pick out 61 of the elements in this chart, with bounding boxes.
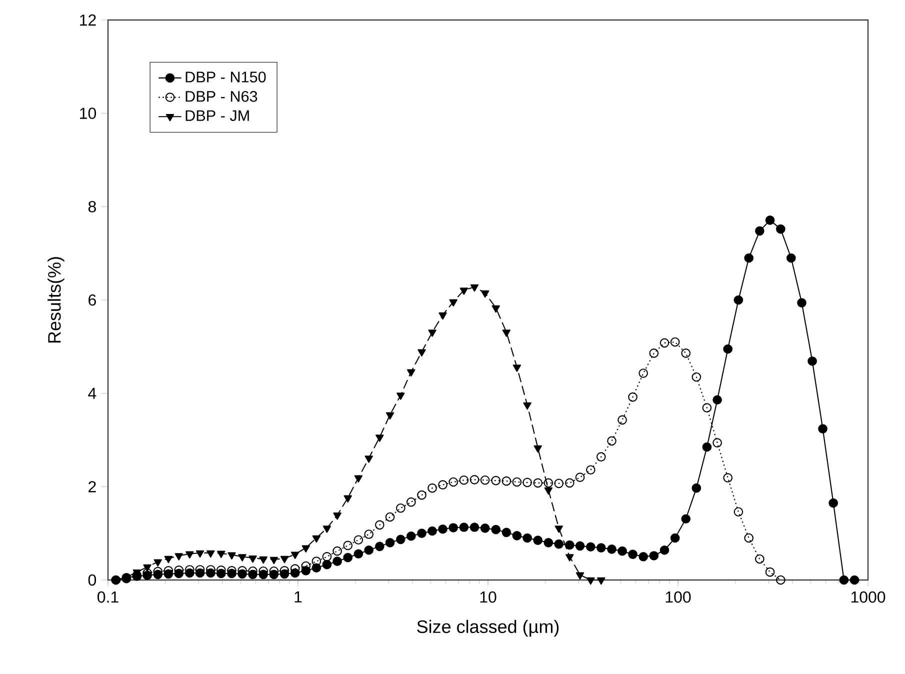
y-tick-label: 4: [88, 388, 96, 399]
x-tick-label: 1000: [851, 591, 886, 603]
point: [217, 550, 226, 558]
point: [407, 369, 416, 377]
point: [333, 512, 342, 520]
y-tick-label: 10: [80, 108, 96, 119]
point: [428, 330, 436, 337]
point: [312, 535, 321, 543]
y-tick-label: 6: [88, 294, 96, 306]
point: [290, 552, 300, 560]
y-tick-label: 12: [80, 14, 96, 26]
point: [502, 330, 511, 337]
point: [534, 445, 542, 453]
legend-label: DBP - JM: [186, 110, 249, 122]
point: [186, 551, 194, 559]
point: [512, 364, 522, 372]
point: [386, 412, 394, 420]
point: [228, 552, 236, 560]
point: [396, 392, 405, 400]
point: [174, 553, 183, 560]
x-tick-label: 100: [666, 591, 691, 603]
point: [470, 284, 479, 292]
point: [523, 402, 532, 410]
point: [196, 550, 204, 558]
y-tick-label: 0: [88, 574, 96, 586]
y-tick-label: 8: [88, 201, 96, 212]
point: [322, 526, 332, 533]
point: [449, 299, 458, 307]
point: [354, 475, 363, 482]
point: [460, 288, 468, 295]
point: [302, 545, 310, 552]
point: [480, 290, 490, 298]
point: [597, 577, 606, 585]
point: [248, 555, 257, 563]
x-tick-label: 10: [480, 591, 496, 603]
point: [280, 556, 289, 564]
point: [270, 556, 278, 564]
point: [438, 312, 447, 320]
point: [566, 554, 574, 562]
point: [364, 456, 373, 463]
x-axis-title: Size classed (µm): [417, 620, 559, 637]
point: [344, 495, 352, 503]
point: [143, 564, 152, 572]
x-tick-label: 0.1: [98, 591, 118, 603]
point: [586, 577, 595, 585]
point: [376, 434, 384, 442]
point: [492, 305, 500, 313]
x-tick-label: 1: [294, 591, 302, 602]
legend-label: DBP - N63: [186, 90, 258, 102]
y-axis-title: Results(%): [48, 257, 64, 343]
legend-label: DBP - N150: [186, 72, 266, 82]
point: [544, 487, 553, 495]
y-tick-label: 2: [88, 481, 96, 492]
point: [238, 554, 246, 562]
point: [418, 349, 426, 356]
point: [259, 556, 268, 564]
point: [554, 526, 563, 533]
point: [206, 550, 215, 558]
point: [154, 559, 162, 566]
point: [576, 572, 584, 580]
point: [164, 556, 173, 564]
